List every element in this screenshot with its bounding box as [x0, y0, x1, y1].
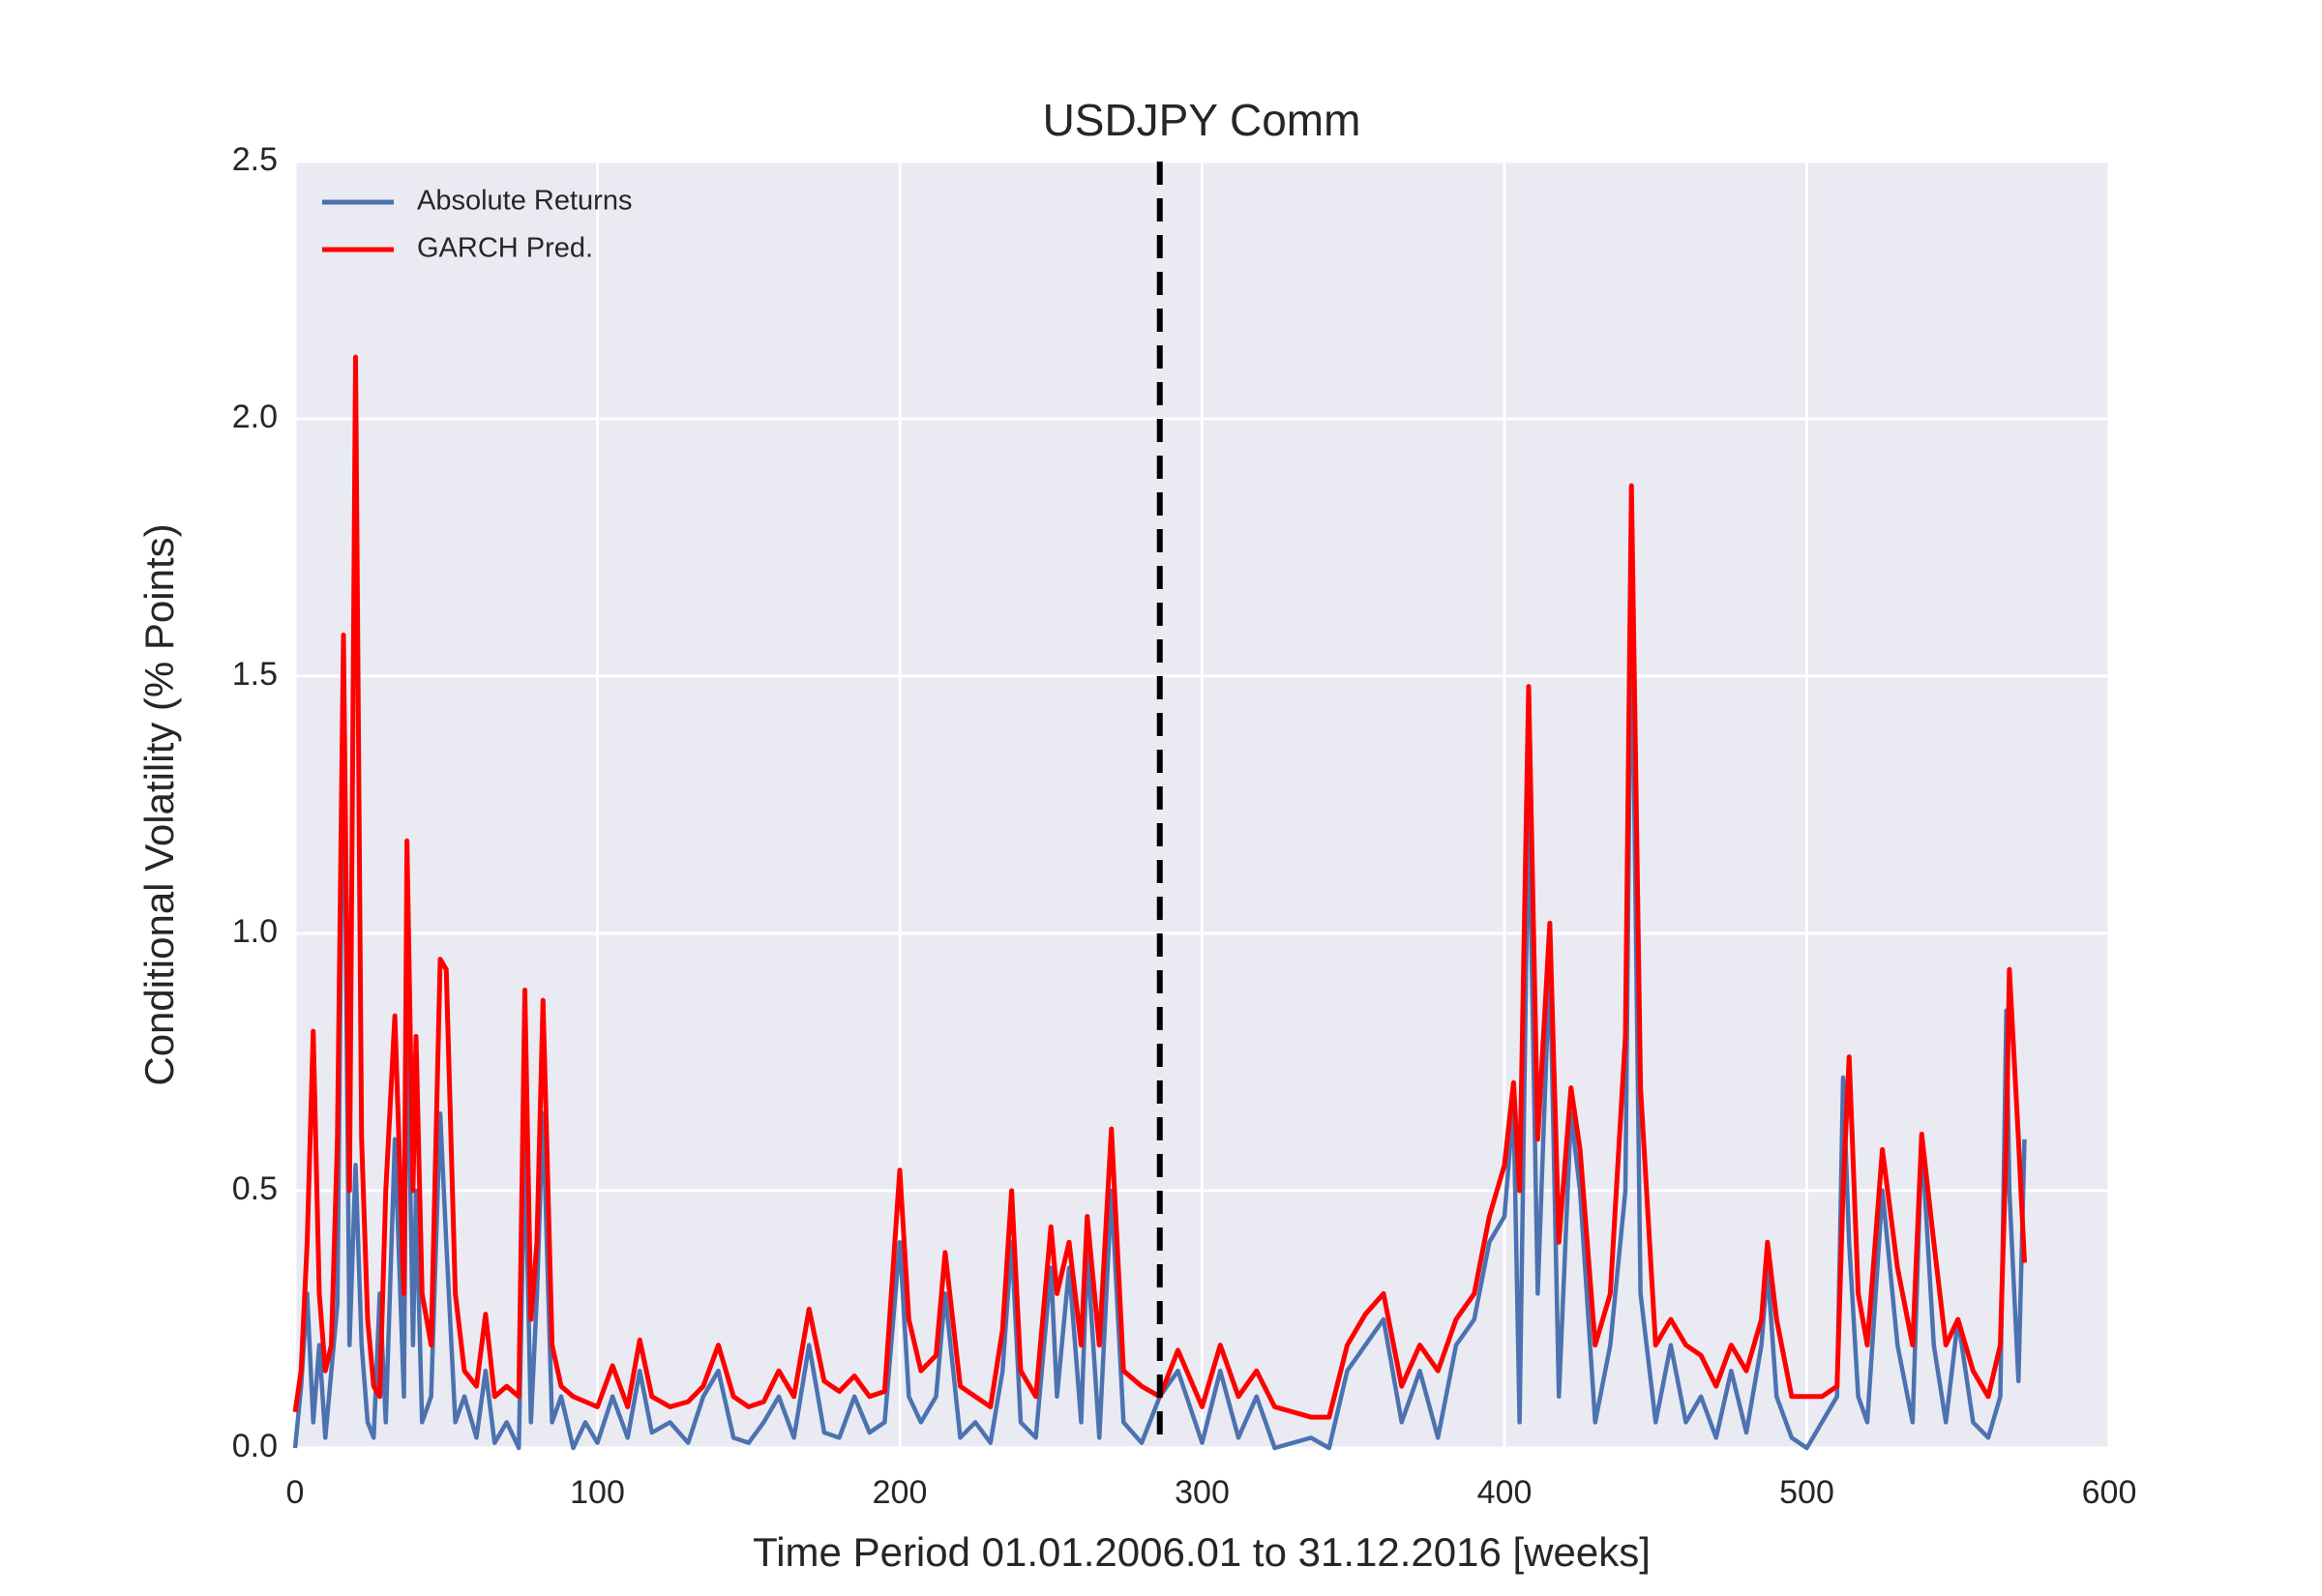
- x-tick-label: 100: [570, 1474, 625, 1511]
- legend-label: Absolute Returns: [417, 186, 632, 217]
- y-tick-label: 0.5: [232, 1170, 278, 1207]
- y-tick-label: 1.0: [232, 913, 278, 950]
- y-axis-label: Conditional Volatility (% Points): [136, 523, 182, 1085]
- y-tick-label: 2.5: [232, 141, 278, 178]
- x-tick-label: 500: [1779, 1474, 1834, 1511]
- chart-title: USDJPY Comm: [1043, 95, 1361, 145]
- y-tick-label: 0.0: [232, 1428, 278, 1464]
- y-tick-label: 2.0: [232, 399, 278, 435]
- x-tick-label: 400: [1477, 1474, 1533, 1511]
- x-tick-label: 200: [873, 1474, 928, 1511]
- x-tick-label: 600: [2082, 1474, 2137, 1511]
- y-tick-label: 1.5: [232, 656, 278, 693]
- x-tick-label: 0: [286, 1474, 305, 1511]
- legend-label: GARCH Pred.: [417, 233, 593, 264]
- x-tick-label: 300: [1175, 1474, 1230, 1511]
- x-axis-label: Time Period 01.01.2006.01 to 31.12.2016 …: [753, 1529, 1651, 1575]
- series-line: [292, 354, 2027, 1420]
- series-line: [292, 576, 2027, 1451]
